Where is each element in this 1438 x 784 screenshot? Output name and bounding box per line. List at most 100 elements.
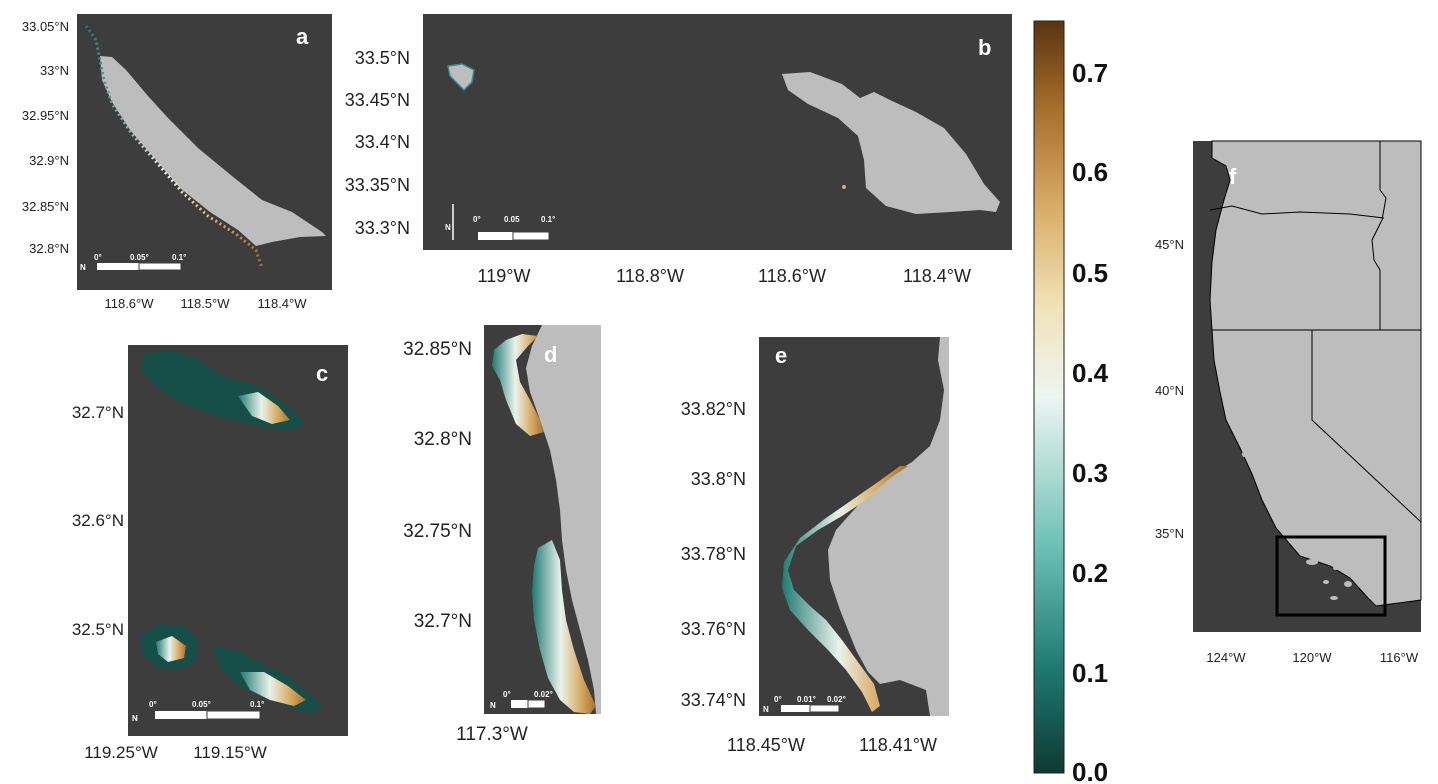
panel-a-label: a <box>296 24 309 49</box>
panel-f-lon-tick: 116°W <box>1380 650 1419 665</box>
panel-c-lat-tick: 32.6°N <box>72 511 124 530</box>
panel-c-label: c <box>316 361 328 386</box>
panel-a-island <box>100 56 326 246</box>
panel-e-north-arrow: N <box>763 705 769 714</box>
panel-e-lat-tick: 33.82°N <box>681 399 746 419</box>
panel-f-lon-ticks: 124°W 120°W 116°W <box>1206 650 1418 665</box>
svg-text:N: N <box>490 701 496 710</box>
panel-c-north-arrow: N <box>132 714 138 723</box>
panel-a-ocean <box>77 14 332 290</box>
panel-d-lat-tick: 32.75°N <box>403 521 472 542</box>
panel-f-lat-ticks: 45°N 40°N 35°N <box>1155 237 1184 541</box>
panel-b-small-island <box>447 63 475 92</box>
panel-d-lon-ticks: 117.3°W <box>456 724 528 745</box>
panel-b-lat-tick: 33.5°N <box>355 48 410 68</box>
panel-a-scale-1: 0.05° <box>130 253 149 262</box>
svg-text:N: N <box>445 223 451 232</box>
panel-f-lat-tick: 45°N <box>1155 237 1184 252</box>
panel-e-lat-ticks: 33.82°N 33.8°N 33.78°N 33.76°N 33.74°N <box>681 399 746 710</box>
panel-a-lat-tick: 33°N <box>40 63 69 78</box>
panel-f-island <box>1330 596 1338 600</box>
panel-b-main-island <box>782 72 1000 214</box>
panel-b-scale-1: 0.05 <box>504 215 520 224</box>
panel-e-lon-ticks: 118.45°W 118.41°W <box>727 735 937 755</box>
panel-c-kelp-north-inner <box>238 392 290 424</box>
panel-c-kelp-sw-inner <box>156 636 186 662</box>
panel-a-lat-tick: 33.05°N <box>22 19 69 34</box>
panel-c-lon-tick: 119.15°W <box>193 743 267 762</box>
panel-e-lon-tick: 118.41°W <box>859 735 937 755</box>
panel-b-scale-2: 0.1° <box>541 215 555 224</box>
panel-f: f 45°N 40°N 35°N 124°W 120°W 116°W <box>1155 140 1422 665</box>
panel-a-lon-tick: 118.5°W <box>180 296 230 311</box>
panel-d-scale-1: 0.02° <box>534 690 553 699</box>
panel-b-north-arrow: N <box>445 204 454 240</box>
panel-b-islet <box>842 185 846 189</box>
panel-d-kelp-north <box>492 334 544 436</box>
panel-b-lon-ticks: 119°W 118.8°W 118.6°W 118.4°W <box>478 266 971 286</box>
panel-d-scalebar: 0° 0.02° <box>503 690 553 709</box>
colorbar-label: 0.5 <box>1072 258 1108 288</box>
panel-e-label: e <box>775 343 787 368</box>
panel-b-lat-tick: 33.4°N <box>355 132 410 152</box>
panel-e-scale-1: 0.01° <box>797 695 816 704</box>
panel-f-island <box>1306 559 1318 565</box>
panel-a-lat-tick: 32.85°N <box>22 199 69 214</box>
panel-e: e N 0° 0.01° 0.02° 33.82°N 33.8°N 33.78°… <box>681 337 949 755</box>
panel-b-scale-0: 0° <box>473 215 481 224</box>
panel-e-scalebar: 0° 0.01° 0.02° <box>774 695 846 713</box>
panel-a-lon-ticks: 118.6°W 118.5°W 118.4°W <box>104 296 307 311</box>
panel-b-label: b <box>978 35 991 60</box>
panel-b-lon-tick: 118.6°W <box>758 266 826 286</box>
panel-f-lat-tick: 40°N <box>1155 383 1184 398</box>
panel-f-label: f <box>1229 164 1237 189</box>
colorbar-ramp <box>1033 20 1065 774</box>
panel-e-lat-tick: 33.8°N <box>691 469 746 489</box>
panel-d: d N 0° 0.02° 32.85°N 32.8°N 32.75°N 32.7… <box>403 325 601 745</box>
panel-e-land <box>828 337 949 716</box>
panel-d-lat-tick: 32.7°N <box>414 611 472 632</box>
panel-e-lat-tick: 33.76°N <box>681 619 746 639</box>
panel-b-lat-tick: 33.3°N <box>355 218 410 238</box>
panel-c-lon-tick: 119.25°W <box>84 743 158 762</box>
panel-b: b N 0° 0.05 0.1° 33.5°N 33.45°N 33.4°N 3… <box>345 14 1012 286</box>
panel-f-island <box>1323 580 1329 584</box>
panel-d-scale-0: 0° <box>503 690 511 699</box>
panel-f-lat-tick: 35°N <box>1155 526 1184 541</box>
panel-e-kelp <box>782 466 908 712</box>
panel-c: c N 0° 0.05° 0.1° 32.7°N 32.6°N 32.5°N 1… <box>72 345 348 762</box>
panel-a-lat-tick: 32.8°N <box>29 241 69 256</box>
panel-a: a N 0° 0.05° 0.1° 33.05°N 33°N 32.95°N 3… <box>22 14 332 311</box>
panel-c-lat-ticks: 32.7°N 32.6°N 32.5°N <box>72 403 124 639</box>
panel-b-lat-tick: 33.35°N <box>345 175 410 195</box>
panel-a-lat-tick: 32.9°N <box>29 153 69 168</box>
panel-c-scalebar: 0° 0.05° 0.1° <box>149 700 264 720</box>
panel-f-state-borders <box>1209 141 1422 523</box>
panel-c-lat-tick: 32.5°N <box>72 620 124 639</box>
colorbar-label: 0.4 <box>1072 358 1109 388</box>
panel-c-kelp-se-inner <box>240 672 306 706</box>
panel-e-scale-0: 0° <box>774 695 782 704</box>
panel-b-lon-tick: 118.8°W <box>616 266 684 286</box>
panel-e-lat-tick: 33.78°N <box>681 544 746 564</box>
panel-b-scalebar: 0° 0.05 0.1° <box>473 215 555 241</box>
panel-c-lon-ticks: 119.25°W 119.15°W <box>84 743 267 762</box>
panel-f-island <box>1333 566 1339 570</box>
panel-f-island <box>1242 451 1246 457</box>
panel-d-land <box>526 325 601 714</box>
panel-a-north-arrow: N <box>80 263 86 272</box>
colorbar-label: 0.1 <box>1072 658 1108 688</box>
panel-a-scalebar: 0° 0.05° 0.1° <box>94 253 186 271</box>
panel-c-lat-tick: 32.7°N <box>72 403 124 422</box>
panel-a-lat-tick: 32.95°N <box>22 108 69 123</box>
colorbar: 0.7 0.6 0.5 0.4 0.3 0.2 0.1 0.0 <box>1033 20 1109 784</box>
panel-a-scale-2: 0.1° <box>172 253 186 262</box>
panel-d-north-arrow: N <box>490 701 496 710</box>
panel-a-lon-tick: 118.4°W <box>257 296 307 311</box>
panel-e-lat-tick: 33.74°N <box>681 690 746 710</box>
panel-c-scale-2: 0.1° <box>250 700 264 709</box>
panel-a-lon-tick: 118.6°W <box>104 296 154 311</box>
panel-b-lat-ticks: 33.5°N 33.45°N 33.4°N 33.35°N 33.3°N <box>345 48 410 238</box>
panel-d-kelp-south <box>532 540 596 714</box>
